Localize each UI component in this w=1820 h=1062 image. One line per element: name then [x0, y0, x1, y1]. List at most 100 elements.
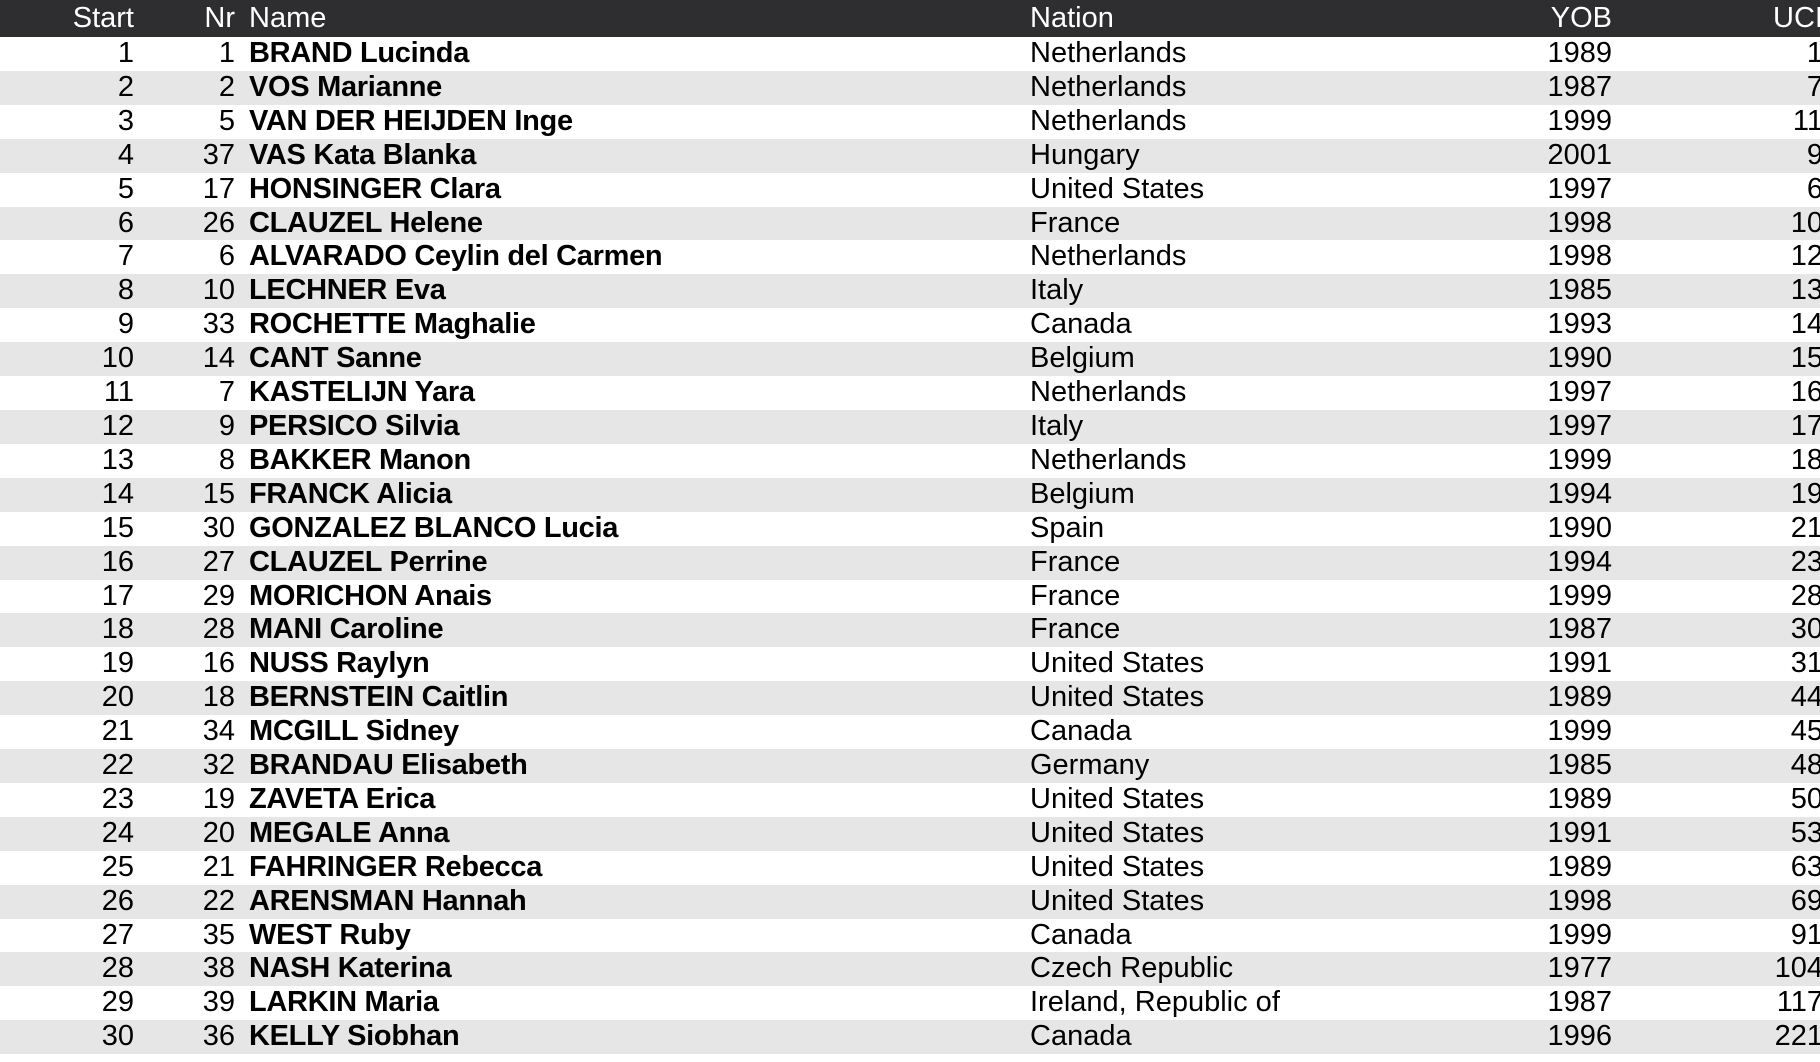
cell-name: VAN DER HEIJDEN Inge	[249, 104, 573, 137]
cell-yob: 1999	[1547, 579, 1612, 612]
cell-nr: 9	[218, 409, 235, 442]
cell-name: FRANCK Alicia	[249, 477, 452, 510]
cell-start: 6	[117, 206, 134, 239]
cell-start: 12	[101, 409, 134, 442]
cell-nr: 19	[202, 782, 235, 815]
cell-nr: 37	[202, 138, 235, 171]
cell-yob: 1989	[1547, 782, 1612, 815]
cell-name: VOS Marianne	[249, 70, 443, 103]
cell-nr: 8	[218, 443, 235, 476]
cell-start: 8	[117, 274, 134, 307]
table-row: 7 6 ALVARADO Ceylin del Carmen Netherlands 1…	[0, 240, 1820, 274]
cell-start: 27	[101, 918, 134, 951]
cell-start: 7	[117, 240, 134, 273]
cell-uci: 31	[1790, 647, 1820, 680]
cell-yob: 1994	[1547, 477, 1612, 510]
cell-name: WEST Ruby	[249, 918, 411, 951]
cell-start: 20	[101, 681, 134, 714]
cell-nr: 16	[202, 647, 235, 680]
table-row: 28 38 NASH Katerina Czech Republic 1977 104	[0, 952, 1820, 987]
table-row: 5 17 HONSINGER Clara United States 1997 6	[0, 173, 1820, 207]
cell-nr: 2	[218, 70, 235, 103]
cell-nation: Belgium	[1030, 477, 1135, 510]
cell-name: GONZALEZ BLANCO Lucia	[249, 511, 619, 544]
cell-uci: 12	[1790, 240, 1820, 273]
cell-name: LECHNER Eva	[249, 274, 446, 307]
cell-nr: 15	[202, 477, 235, 510]
table-row: 12 9 PERSICO Silvia Italy 1997 17	[0, 409, 1820, 444]
cell-nation: United States	[1030, 681, 1205, 714]
cell-nation: United States	[1030, 884, 1205, 917]
cell-yob: 1987	[1547, 70, 1612, 103]
cell-yob: 2001	[1547, 138, 1612, 171]
cell-nation: United States	[1030, 850, 1205, 883]
cell-uci: 19	[1790, 477, 1820, 510]
table-row: 30 36 KELLY Siobhan Canada 1996 221	[0, 1020, 1820, 1055]
cell-name: MEGALE Anna	[249, 816, 450, 849]
cell-nr: 38	[202, 952, 235, 985]
cell-start: 4	[117, 138, 134, 171]
cell-start: 21	[101, 715, 134, 748]
cell-nation: Netherlands	[1030, 443, 1187, 476]
cell-start: 22	[101, 749, 134, 782]
table-row: 16 27 CLAUZEL Perrine France 1994 23	[0, 545, 1820, 580]
table-row: 14 15 FRANCK Alicia Belgium 1994 19	[0, 477, 1820, 512]
cell-uci: 1	[1806, 37, 1820, 69]
table-row: 6 26 CLAUZEL Helene France 1998 10	[0, 206, 1820, 241]
cell-uci: 69	[1790, 884, 1820, 917]
cell-nation: United States	[1030, 782, 1205, 815]
header-nr: Nr	[204, 2, 235, 34]
cell-start: 15	[101, 511, 134, 544]
cell-name: NASH Katerina	[249, 952, 452, 985]
cell-yob: 1985	[1547, 749, 1612, 782]
table-row: 10 14 CANT Sanne Belgium 1990 15	[0, 342, 1820, 377]
cell-nation: Spain	[1030, 511, 1105, 544]
cell-uci: 28	[1790, 579, 1820, 612]
header-name: Name	[249, 2, 327, 34]
cell-name: MORICHON Anais	[249, 579, 492, 612]
cell-nr: 1	[218, 37, 235, 69]
cell-start: 1	[117, 37, 134, 69]
table-row: 29 39 LARKIN Maria Ireland, Republic of 1987…	[0, 986, 1820, 1020]
table-row: 22 32 BRANDAU Elisabeth Germany 1985 48	[0, 749, 1820, 783]
cell-name: KELLY Siobhan	[249, 1020, 460, 1053]
cell-nation: Canada	[1030, 308, 1132, 341]
cell-nation: United States	[1030, 816, 1205, 849]
cell-nation: Germany	[1030, 749, 1150, 782]
cell-name: PERSICO Silvia	[249, 409, 460, 442]
table-row: 4 37 VAS Kata Blanka Hungary 2001 9	[0, 138, 1820, 173]
cell-yob: 1998	[1547, 884, 1612, 917]
cell-uci: 104	[1774, 952, 1820, 985]
cell-uci: 7	[1806, 70, 1820, 103]
table-row: 26 22 ARENSMAN Hannah United States 1998 69	[0, 884, 1820, 919]
cell-yob: 1998	[1547, 240, 1612, 273]
cell-name: MCGILL Sidney	[249, 715, 459, 748]
cell-nation: France	[1030, 206, 1121, 239]
table-row: 24 20 MEGALE Anna United States 1991 53	[0, 816, 1820, 851]
cell-yob: 1998	[1547, 206, 1612, 239]
cell-nation: Canada	[1030, 715, 1132, 748]
header-start: Start	[72, 2, 134, 34]
cell-nr: 10	[202, 274, 235, 307]
cell-uci: 10	[1790, 206, 1820, 239]
table-row: 11 7 KASTELIJN Yara Netherlands 1997 16	[0, 376, 1820, 410]
cell-name: ALVARADO Ceylin del Carmen	[249, 240, 663, 273]
cell-uci: 21	[1790, 511, 1820, 544]
cell-nation: Ireland, Republic of	[1030, 986, 1280, 1019]
cell-yob: 1999	[1547, 443, 1612, 476]
cell-nr: 17	[202, 172, 235, 205]
cell-yob: 1994	[1547, 545, 1612, 578]
cell-uci: 13	[1790, 274, 1820, 307]
cell-name: BERNSTEIN Caitlin	[249, 681, 509, 714]
table-row: 17 29 MORICHON Anais France 1999 28	[0, 580, 1820, 614]
cell-uci: 48	[1790, 749, 1820, 782]
cell-nr: 32	[202, 749, 235, 782]
cell-nr: 14	[202, 342, 235, 375]
cell-uci: 50	[1790, 782, 1820, 815]
cell-uci: 44	[1790, 681, 1820, 714]
header-nation: Nation	[1030, 2, 1114, 34]
cell-nation: France	[1030, 545, 1121, 578]
cell-start: 13	[101, 443, 134, 476]
cell-name: FAHRINGER Rebecca	[249, 850, 543, 883]
cell-yob: 1999	[1547, 918, 1612, 951]
